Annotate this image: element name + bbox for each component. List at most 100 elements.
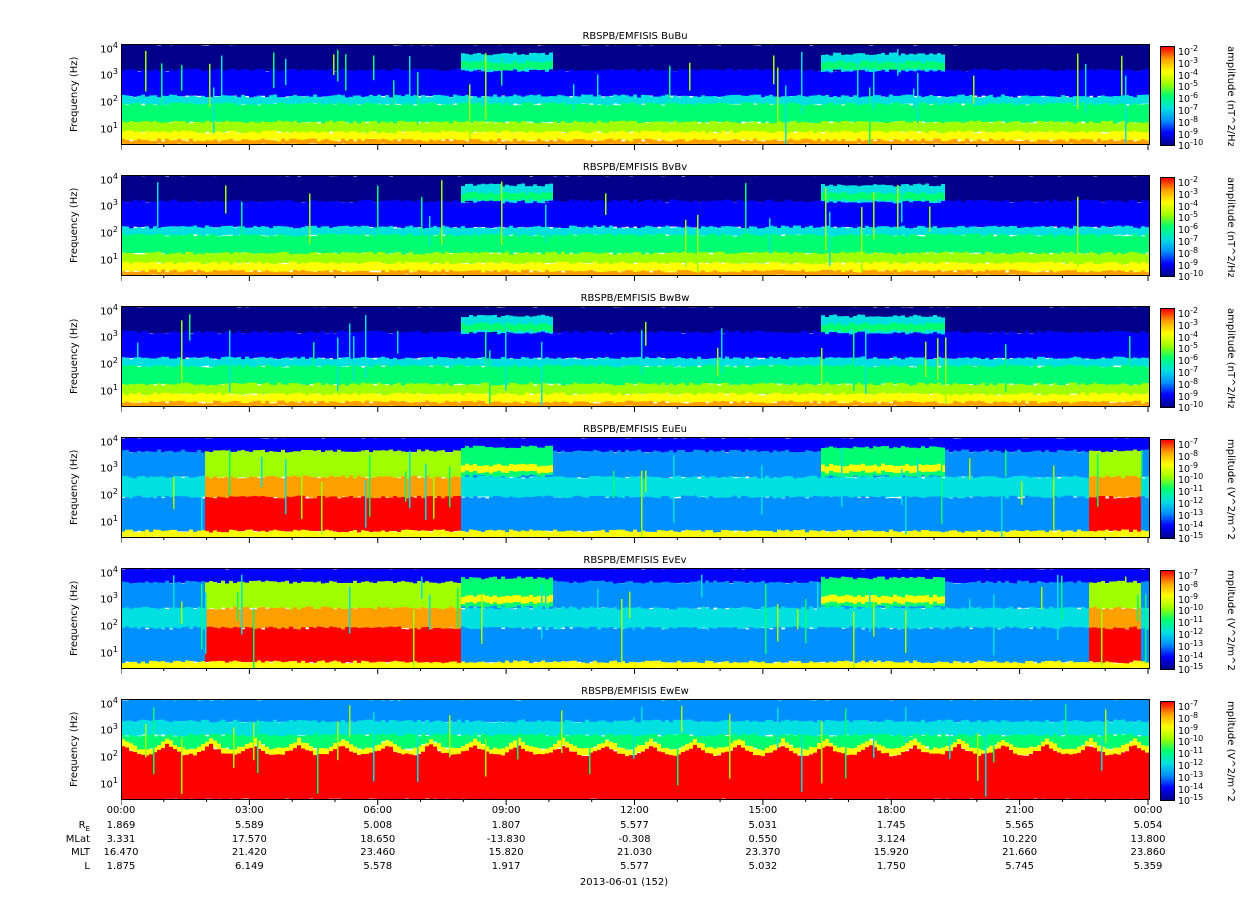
spectral-cell xyxy=(329,227,334,237)
colorbar-tick-label: 10-2 xyxy=(1178,44,1199,59)
spectral-cell xyxy=(361,331,366,359)
spectral-cell xyxy=(609,68,614,96)
spectral-cell xyxy=(881,140,886,144)
spectral-cell xyxy=(853,252,858,264)
spectral-cell xyxy=(293,253,298,265)
spectral-cell xyxy=(777,140,782,144)
spectral-cell xyxy=(1077,271,1082,275)
spectral-cell xyxy=(601,306,606,333)
spectral-cell xyxy=(317,123,322,135)
spectral-cell xyxy=(921,236,926,256)
spectral-cell xyxy=(153,104,158,124)
spectral-cell xyxy=(437,132,442,142)
spectral-cell xyxy=(121,44,126,71)
spectral-cell xyxy=(205,120,210,132)
spectral-cell xyxy=(717,141,722,144)
spectral-cell xyxy=(1069,121,1074,133)
spectral-cell xyxy=(941,200,946,228)
spectral-cell xyxy=(1069,103,1074,123)
spectral-cell xyxy=(193,225,198,235)
spectral-cell xyxy=(697,70,702,98)
spectral-cell xyxy=(1041,271,1046,275)
spectral-cell xyxy=(373,175,378,203)
spectral-cell xyxy=(153,120,158,132)
spectral-cell xyxy=(837,141,842,144)
spectral-cell xyxy=(413,44,418,72)
spectral-cell xyxy=(833,192,838,200)
spectral-cell xyxy=(745,252,750,264)
spectral-cell xyxy=(189,130,194,140)
colorbar-label: amplitude (nT^2/Hz) xyxy=(1225,46,1236,146)
spectral-cell xyxy=(341,252,346,264)
spectral-cell xyxy=(849,269,854,275)
spectral-cell xyxy=(425,306,430,334)
spectral-cell xyxy=(501,393,506,403)
spectral-cell xyxy=(769,270,774,275)
spectral-cell xyxy=(873,60,878,68)
spectral-cell xyxy=(193,96,198,106)
spectral-cell xyxy=(593,366,598,386)
spectral-cell xyxy=(845,68,850,96)
spectral-cell xyxy=(1001,253,1006,265)
spectral-cell xyxy=(909,234,914,254)
spectral-cell xyxy=(653,201,658,229)
spectral-cell xyxy=(633,385,638,397)
spectral-cell xyxy=(461,332,466,360)
spectral-cell xyxy=(457,235,462,255)
spectral-cell xyxy=(529,122,534,134)
spectral-cell xyxy=(169,122,174,134)
spectral-cell xyxy=(245,395,250,405)
spectral-cell xyxy=(873,94,878,104)
spectral-cell xyxy=(173,393,178,403)
spectral-cell xyxy=(297,202,302,230)
spectral-cell xyxy=(685,95,690,105)
spectral-cell xyxy=(1089,251,1094,263)
spectral-cell xyxy=(121,176,126,204)
spectral-cell xyxy=(205,367,210,387)
spectral-cell xyxy=(385,95,390,105)
spectral-cell xyxy=(221,201,226,229)
spectral-cell xyxy=(585,45,590,73)
spectral-cell xyxy=(521,356,526,366)
spectral-cell xyxy=(281,200,286,228)
spectral-cell xyxy=(601,44,606,71)
spectral-cell xyxy=(545,270,550,275)
spectral-cell xyxy=(193,141,198,144)
spectral-cell xyxy=(797,201,802,229)
spectral-cell xyxy=(741,252,746,264)
spectral-cell xyxy=(177,175,182,203)
spectral-cell xyxy=(221,270,226,275)
spectral-cell xyxy=(321,263,326,273)
spectral-cell xyxy=(429,69,434,97)
spectral-cell xyxy=(605,357,610,367)
spectral-cell xyxy=(673,234,678,254)
spectral-cell xyxy=(1069,261,1074,271)
spectral-cell xyxy=(1073,96,1078,106)
spectral-cell xyxy=(153,175,158,203)
spectral-cell xyxy=(765,264,770,274)
spectral-cell xyxy=(905,227,910,237)
spectral-cell xyxy=(617,262,622,272)
spectral-cell xyxy=(337,263,342,273)
spectral-cell xyxy=(981,271,986,275)
spectral-cell xyxy=(373,330,378,358)
spectral-cell xyxy=(133,394,138,404)
spectral-cell xyxy=(537,253,542,265)
spectral-cell xyxy=(173,140,178,144)
spectral-cell xyxy=(973,68,978,96)
spectral-cell xyxy=(961,225,966,235)
spectral-cell xyxy=(445,261,450,271)
spectral-cell xyxy=(497,385,502,397)
spectral-cell xyxy=(541,382,546,394)
spectral-cell xyxy=(821,253,826,265)
spectral-cell xyxy=(1081,226,1086,236)
spectral-cell xyxy=(565,270,570,275)
spectral-cell xyxy=(1045,44,1050,71)
spectral-cell xyxy=(845,103,850,123)
spectral-cell xyxy=(489,261,494,271)
spectral-cell xyxy=(537,94,542,104)
spectral-cell xyxy=(185,235,190,255)
spectral-cell xyxy=(553,365,558,385)
spectral-cell xyxy=(521,96,526,106)
